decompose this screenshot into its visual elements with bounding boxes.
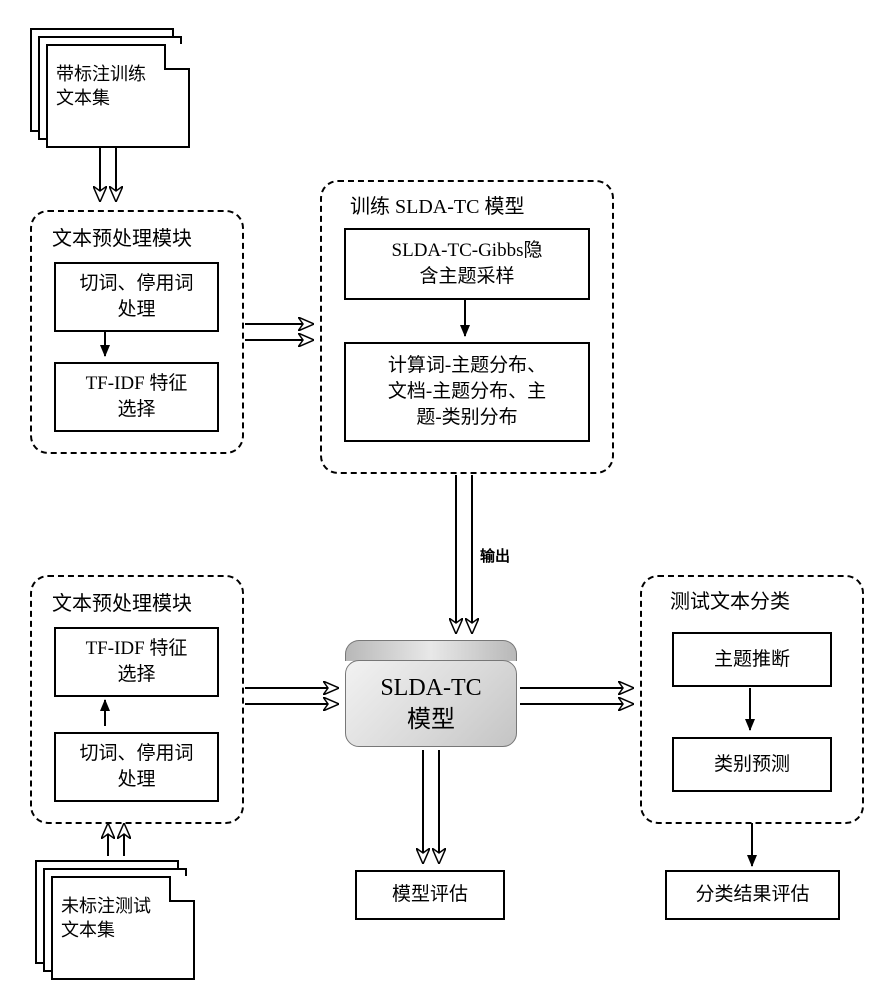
arrows-layer xyxy=(0,0,889,1000)
preprocess-module-top: 文本预处理模块 切词、停用词处理 TF-IDF 特征选择 xyxy=(30,210,244,454)
tfidf-select-box: TF-IDF 特征选择 xyxy=(54,362,219,432)
model-line2: 模型 xyxy=(407,707,455,733)
preprocess-module-bottom: 文本预处理模块 TF-IDF 特征选择 切词、停用词处理 xyxy=(30,575,244,824)
train-title: 训练 SLDA-TC 模型 xyxy=(346,190,528,219)
model-eval-box: 模型评估 xyxy=(355,870,505,920)
test-classify-module: 测试文本分类 主题推断 类别预测 xyxy=(640,575,864,824)
train-slda-module: 训练 SLDA-TC 模型 SLDA-TC-Gibbs隐含主题采样 计算词-主题… xyxy=(320,180,614,474)
tokenize-stopword-box-bottom: 切词、停用词处理 xyxy=(54,732,219,802)
topic-inference-box: 主题推断 xyxy=(672,632,832,687)
preprocess-bottom-title: 文本预处理模块 xyxy=(48,587,196,616)
output-label: 输出 xyxy=(480,545,510,566)
test-title: 测试文本分类 xyxy=(666,585,794,614)
model-line1: SLDA-TC xyxy=(380,675,481,701)
slda-tc-model: SLDA-TC 模型 xyxy=(345,640,515,745)
tfidf-select-box-bottom: TF-IDF 特征选择 xyxy=(54,627,219,697)
unlabeled-test-label: 未标注测试文本集 xyxy=(61,894,151,942)
tokenize-stopword-box: 切词、停用词处理 xyxy=(54,262,219,332)
gibbs-sampling-box: SLDA-TC-Gibbs隐含主题采样 xyxy=(344,228,590,300)
labeled-training-label: 带标注训练文本集 xyxy=(56,62,146,110)
class-eval-box: 分类结果评估 xyxy=(665,870,840,920)
compute-distributions-box: 计算词-主题分布、文档-主题分布、主题-类别分布 xyxy=(344,342,590,442)
category-predict-box: 类别预测 xyxy=(672,737,832,792)
preprocess-top-title: 文本预处理模块 xyxy=(48,222,196,251)
